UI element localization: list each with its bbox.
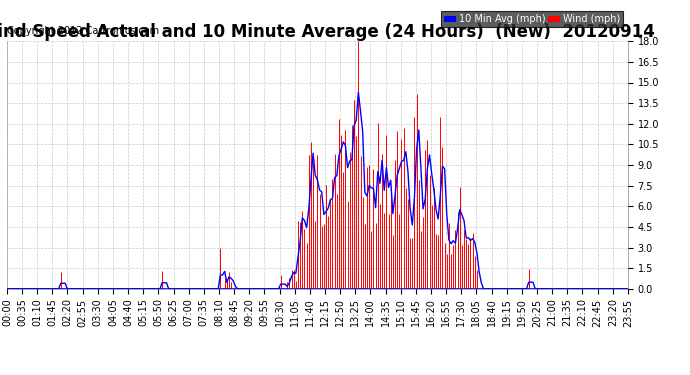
Text: Copyright 2012 Cartronics.com: Copyright 2012 Cartronics.com bbox=[7, 26, 159, 36]
Legend: 10 Min Avg (mph), Wind (mph): 10 Min Avg (mph), Wind (mph) bbox=[441, 12, 623, 27]
Title: Wind Speed Actual and 10 Minute Average (24 Hours)  (New)  20120914: Wind Speed Actual and 10 Minute Average … bbox=[0, 23, 656, 41]
